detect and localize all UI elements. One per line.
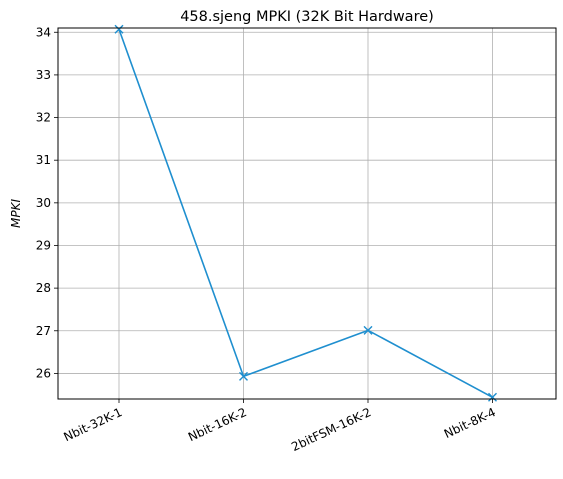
data-point-marker — [488, 392, 497, 402]
data-point-marker — [114, 24, 124, 34]
y-tick-label: 30 — [36, 196, 51, 210]
y-tick-label: 32 — [36, 111, 51, 125]
y-axis-label: MPKI — [9, 199, 23, 228]
plot-frame — [57, 27, 557, 400]
y-tick-label: 34 — [36, 25, 51, 39]
marker-stroke — [114, 24, 124, 34]
series-layer — [114, 24, 497, 402]
x-tick-label: 2bitFSM-16K-2 — [289, 405, 373, 454]
y-tick-label: 31 — [36, 153, 51, 167]
y-tick-label: 27 — [36, 324, 51, 338]
axis-ticks: 26 27 28 29 30 31 32 33 34 Nbit-32K-1 Nbit-16K-2 2b… — [36, 25, 498, 454]
x-tick-label: Nbit-32K-1 — [61, 405, 124, 444]
y-tick-label: 33 — [36, 68, 51, 82]
x-tick-label: Nbit-16K-2 — [186, 405, 249, 444]
data-point-marker — [363, 325, 373, 335]
y-tick-label: 28 — [36, 281, 51, 295]
marker-stroke — [363, 325, 373, 335]
chart-title: 458.sjeng MPKI (32K Bit Hardware) — [180, 9, 434, 25]
x-tick-label: Nbit-8K-4 — [442, 405, 498, 441]
y-tick-label: 29 — [36, 238, 51, 252]
marker-stroke — [239, 371, 248, 381]
y-tick-label: 26 — [36, 366, 51, 380]
series-line — [118, 29, 493, 398]
grid-lines — [58, 28, 556, 399]
data-point-marker — [239, 371, 248, 381]
marker-stroke — [488, 392, 497, 402]
